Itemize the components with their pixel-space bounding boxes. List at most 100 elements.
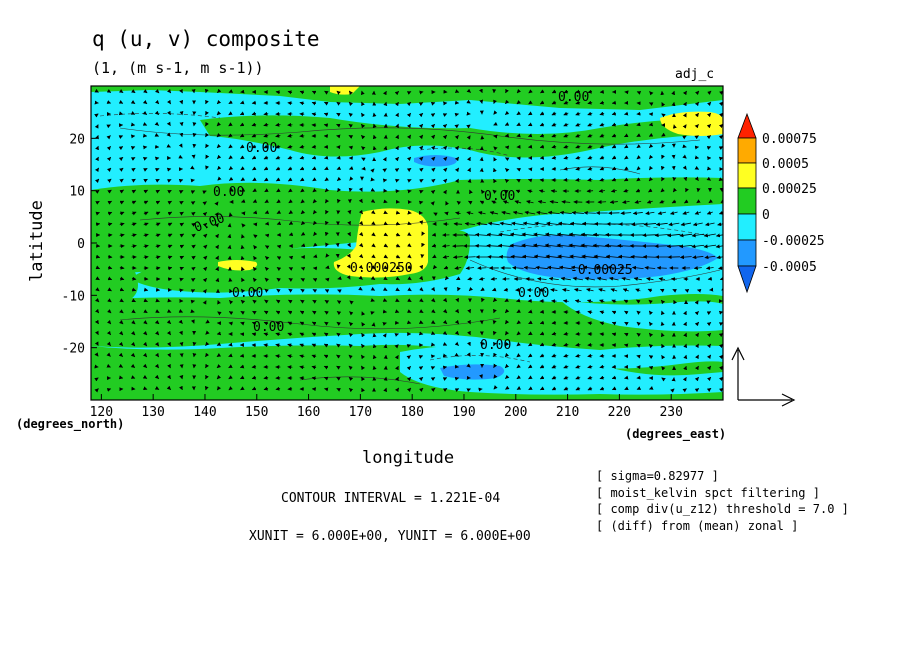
wind-arrow — [275, 155, 281, 160]
wind-arrow — [131, 89, 136, 94]
wind-arrow — [107, 265, 113, 270]
wind-arrow — [336, 101, 341, 106]
wind-arrow — [611, 155, 617, 160]
wind-arrow — [419, 264, 424, 270]
wind-arrow — [654, 244, 670, 249]
wind-arrow — [587, 364, 593, 369]
wind-arrow — [216, 143, 222, 149]
wind-arrow — [505, 385, 510, 390]
wind-arrow — [587, 353, 593, 358]
wind-arrow — [539, 342, 545, 347]
wind-arrow — [324, 177, 329, 182]
wind-arrow — [166, 319, 172, 325]
wind-arrow — [454, 145, 459, 151]
wind-arrow — [575, 122, 581, 127]
wind-arrow — [370, 286, 376, 291]
wind-arrow — [395, 265, 401, 270]
wind-arrow — [582, 265, 597, 270]
colorbar-label: -0.00025 — [762, 234, 825, 249]
wind-arrow — [130, 363, 136, 368]
wind-arrow — [228, 165, 234, 171]
wind-arrow — [611, 100, 617, 105]
wind-arrow — [528, 375, 533, 380]
wind-arrow — [611, 166, 617, 171]
wind-arrow — [179, 255, 185, 260]
x-tick-label: 190 — [452, 405, 475, 420]
yellow-main — [333, 208, 428, 278]
wind-arrow — [575, 177, 581, 182]
wind-arrow — [442, 308, 448, 314]
wind-arrow — [551, 122, 557, 127]
wind-arrow — [660, 321, 665, 327]
wind-arrow — [528, 309, 533, 314]
wind-arrow — [478, 211, 486, 215]
x-tick-label: 230 — [659, 405, 682, 420]
wind-arrow — [216, 122, 221, 127]
wind-arrow — [107, 167, 112, 172]
wind-arrow — [107, 287, 112, 292]
wind-arrow — [361, 332, 366, 338]
wind-arrow — [299, 144, 305, 149]
wind-arrow — [312, 289, 318, 293]
wind-arrow — [276, 288, 281, 293]
wind-arrow — [348, 123, 354, 128]
wind-arrow — [179, 266, 184, 271]
wind-arrow — [275, 310, 281, 315]
wind-arrow — [467, 276, 473, 281]
wind-arrow — [539, 122, 545, 127]
wind-arrow — [587, 100, 593, 105]
wind-arrow — [418, 112, 424, 118]
wind-arrow — [202, 222, 208, 228]
wind-arrow — [468, 286, 474, 292]
wind-arrow — [395, 298, 400, 302]
wind-arrow — [300, 288, 305, 293]
wind-arrow — [179, 88, 183, 94]
wind-arrow — [216, 363, 222, 369]
wind-arrow — [228, 144, 233, 149]
wind-arrow — [143, 320, 148, 325]
wind-arrow — [251, 332, 257, 337]
wind-arrow — [504, 352, 510, 358]
wind-arrow — [418, 355, 424, 359]
wind-arrow — [228, 176, 234, 181]
wind-arrow — [487, 221, 500, 226]
colorbar-label: 0.00025 — [762, 182, 817, 197]
wind-arrow — [323, 376, 329, 381]
wind-arrow — [300, 199, 305, 204]
wind-arrow — [575, 375, 581, 380]
wind-arrow — [575, 155, 581, 160]
wind-arrow — [130, 375, 136, 379]
wind-arrow — [490, 276, 498, 281]
wind-arrow — [419, 298, 424, 303]
wind-arrow — [312, 209, 318, 215]
wind-arrow — [299, 365, 305, 370]
wind-arrow — [166, 374, 171, 380]
wind-arrow — [287, 177, 293, 182]
wind-arrow — [119, 222, 125, 227]
wind-arrow — [275, 321, 281, 326]
wind-arrow — [311, 144, 317, 149]
wind-arrow — [323, 343, 329, 348]
wind-arrow — [559, 210, 572, 215]
wind-arrow — [394, 101, 399, 107]
wind-arrow — [382, 333, 387, 338]
wind-arrow — [167, 211, 173, 216]
wind-arrow — [406, 366, 411, 371]
wind-arrow — [142, 363, 148, 369]
wind-arrow — [575, 386, 581, 391]
wind-arrow — [407, 276, 412, 281]
wind-arrow — [143, 244, 149, 249]
wind-arrow — [240, 288, 246, 294]
wind-arrow — [179, 211, 184, 216]
wind-arrow — [190, 278, 196, 282]
wind-arrow — [382, 287, 388, 291]
wind-arrow — [503, 287, 509, 292]
colorbar-swatch — [737, 239, 757, 267]
wind-arrow — [493, 110, 498, 115]
y-tick-label: -10 — [62, 289, 85, 304]
wind-arrow — [263, 111, 269, 116]
contour-label: -0.00025 — [570, 263, 633, 278]
wind-arrow — [131, 211, 137, 216]
yellow-west — [218, 260, 258, 271]
wind-arrow — [179, 222, 185, 227]
